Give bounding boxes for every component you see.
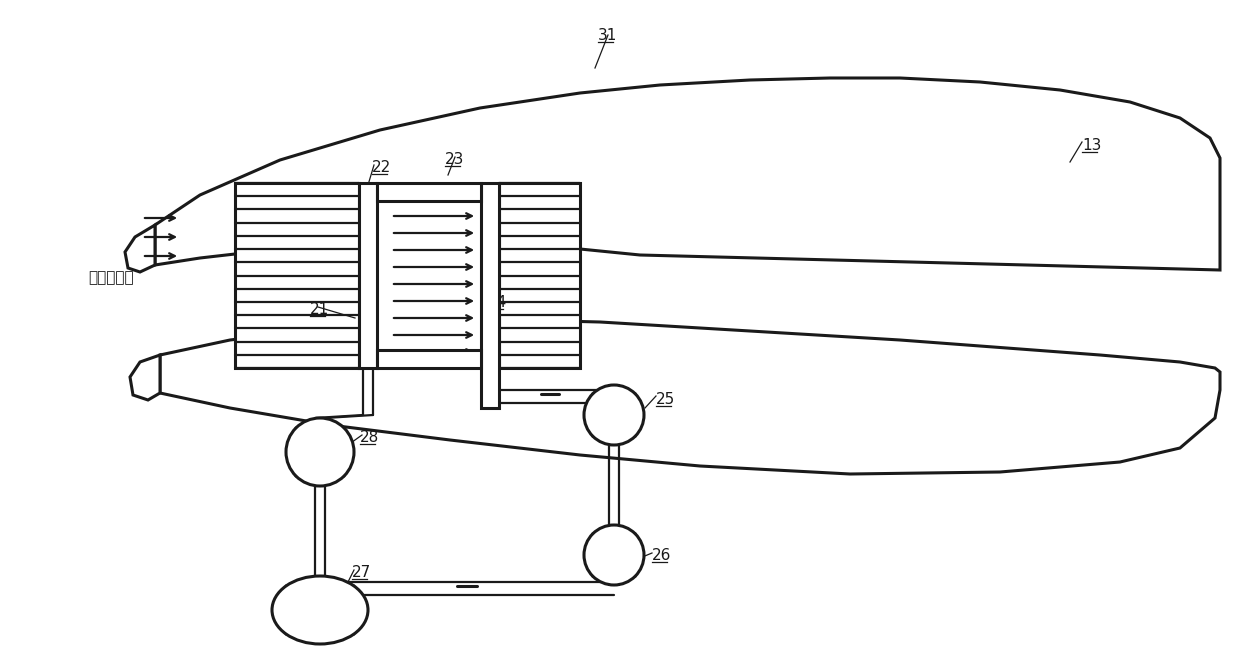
Bar <box>236 183 360 368</box>
Text: 28: 28 <box>360 430 379 445</box>
Polygon shape <box>130 355 160 400</box>
Circle shape <box>584 385 644 445</box>
Text: 13: 13 <box>1083 138 1101 153</box>
Text: 25: 25 <box>656 392 676 407</box>
Text: 31: 31 <box>598 28 618 43</box>
Bar <box>498 183 580 368</box>
Text: 22: 22 <box>372 160 392 175</box>
Polygon shape <box>155 78 1220 270</box>
Text: 27: 27 <box>352 565 371 580</box>
Bar <box>236 183 580 368</box>
Text: 24: 24 <box>489 295 507 310</box>
Text: 23: 23 <box>445 152 464 167</box>
Text: 26: 26 <box>652 548 671 563</box>
Ellipse shape <box>272 576 368 644</box>
Polygon shape <box>160 320 1220 474</box>
Bar <box>377 350 481 368</box>
Bar <box>481 183 498 408</box>
Circle shape <box>584 525 644 585</box>
Bar <box>360 183 377 368</box>
Bar <box>377 183 481 201</box>
Text: 21: 21 <box>310 302 330 317</box>
Polygon shape <box>125 225 155 272</box>
Text: 主气流方向: 主气流方向 <box>88 271 134 285</box>
Circle shape <box>286 418 353 486</box>
